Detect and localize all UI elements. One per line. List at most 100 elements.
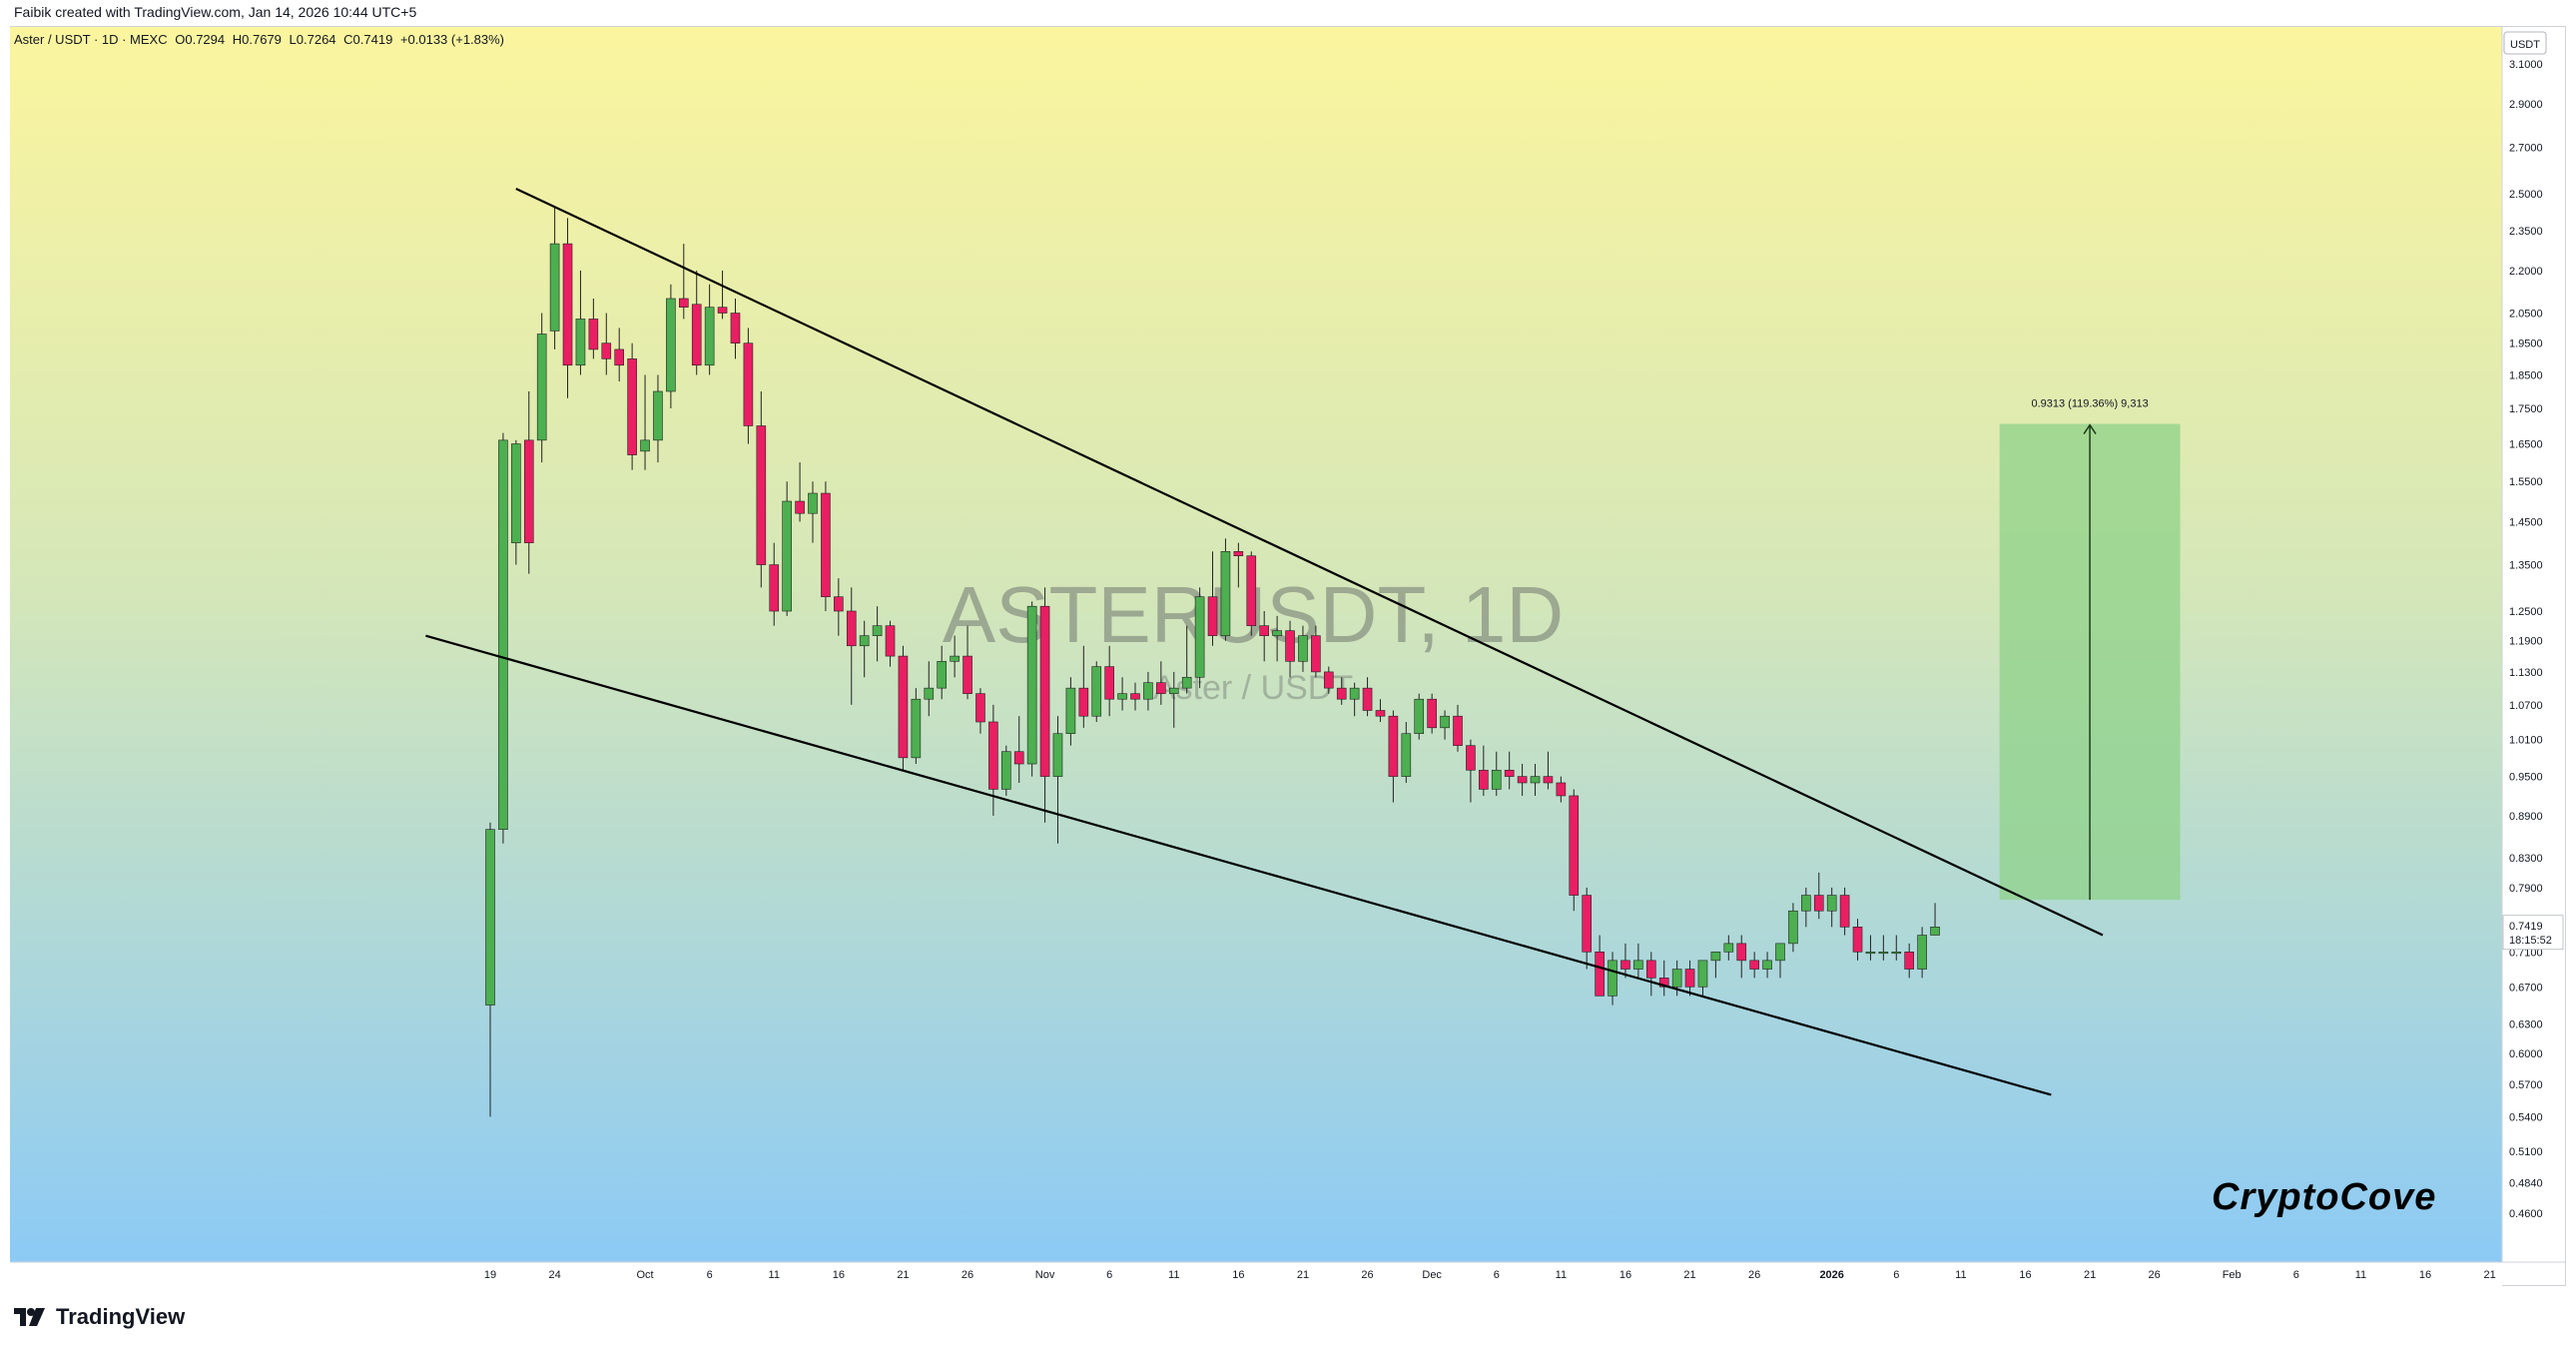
candle: [963, 625, 972, 700]
candle: [1375, 699, 1386, 722]
price-chart[interactable]: ASTERUSDT, 1D Aster / USDT 0.9313 (119.3…: [0, 0, 2576, 1298]
candle: [627, 342, 637, 470]
price-tick-label: 1.9500: [2509, 338, 2543, 350]
candle: [1891, 935, 1902, 961]
candle: [1904, 943, 1914, 979]
ohlc-low: L0.7264: [289, 32, 336, 47]
candle: [614, 328, 625, 382]
candle-body: [523, 439, 534, 543]
ohlc-close: C0.7419: [343, 32, 393, 47]
candle-body: [1788, 910, 1798, 945]
candle-body: [1117, 693, 1127, 700]
candle: [1052, 716, 1063, 844]
symbol-pair[interactable]: Aster / USDT · 1D · MEXC: [14, 32, 168, 47]
candle: [1440, 710, 1450, 740]
candle-body: [834, 596, 844, 612]
time-tick-label: 24: [548, 1269, 560, 1281]
price-tick-label: 0.5400: [2509, 1111, 2543, 1123]
candle: [911, 688, 922, 765]
price-axis[interactable]: USDT 3.1000 2.9000 2.7000 2.5000 2.3500 2.2000…: [2501, 27, 2565, 1262]
candle: [1414, 693, 1425, 740]
created-by-header: Faibik created with TradingView.com, Jan…: [14, 4, 417, 20]
candle: [1865, 935, 1876, 961]
time-axis[interactable]: 19 24 Oct 6 11 16 21 26 Nov 6 11 16 21 26 Dec 6 11 16 21 26…: [10, 1261, 2565, 1286]
candle-body: [1852, 927, 1863, 953]
candle: [1749, 952, 1759, 979]
candle-body: [898, 655, 909, 759]
candle: [717, 270, 728, 320]
candle: [885, 620, 896, 667]
candle: [756, 390, 767, 588]
candle-body: [1427, 698, 1437, 729]
candle: [950, 635, 960, 678]
candle: [1633, 943, 1643, 979]
candle: [1078, 645, 1089, 728]
candle-body: [1039, 605, 1050, 777]
candle-body: [1220, 551, 1231, 636]
trendline-lower[interactable]: [425, 634, 2052, 1096]
candle: [653, 374, 663, 463]
candle-body: [1930, 927, 1940, 936]
candle: [1233, 542, 1244, 588]
candle-body: [678, 298, 689, 308]
candle-body: [1259, 625, 1269, 636]
time-tick-label: 21: [1683, 1269, 1695, 1281]
candle-body: [769, 564, 780, 612]
candle: [640, 374, 650, 470]
candle: [1556, 776, 1567, 803]
price-tick-label: 2.3500: [2509, 226, 2543, 238]
currency-label: USDT: [2510, 39, 2540, 51]
candle: [834, 578, 844, 636]
time-tick-label: 6: [1494, 1269, 1500, 1281]
tradingview-logo-text: TradingView: [56, 1304, 186, 1329]
candle: [769, 542, 780, 626]
currency-badge[interactable]: USDT: [2503, 31, 2547, 55]
price-tick-label: 1.8500: [2509, 369, 2543, 381]
time-tick-label: Feb: [2223, 1269, 2242, 1281]
candle-body: [1104, 666, 1114, 700]
ohlc-change: +0.0133 (+1.83%): [399, 32, 505, 47]
candle-body: [1839, 895, 1850, 928]
candle: [549, 205, 560, 349]
currency-badge-box[interactable]: [2503, 31, 2547, 55]
trendlines[interactable]: [425, 187, 2104, 1096]
target-box-group[interactable]: 0.9313 (119.36%) 9,313: [1999, 398, 2181, 901]
candle: [1775, 943, 1785, 979]
candle-body: [1311, 635, 1321, 673]
candle: [1530, 764, 1541, 796]
candle-body: [782, 500, 792, 612]
candle-body: [1710, 951, 1721, 962]
time-tick-label: 26: [1748, 1269, 1760, 1281]
candle-body: [1543, 776, 1554, 784]
candle: [782, 481, 792, 616]
time-tick-label: 16: [1232, 1269, 1244, 1281]
candle: [730, 298, 741, 359]
price-tick-label: 1.2500: [2509, 606, 2543, 618]
trendline-upper[interactable]: [515, 187, 2104, 937]
candle-body: [846, 610, 857, 647]
candle: [937, 645, 948, 700]
candle-body: [1285, 630, 1295, 662]
price-tick-label: 0.6700: [2509, 982, 2543, 994]
tradingview-logo-icon: [14, 1308, 45, 1326]
candle: [1168, 671, 1179, 728]
candle-body: [575, 319, 586, 366]
candle: [1117, 677, 1127, 711]
candle-body: [601, 342, 612, 359]
time-tick-label: 16: [1619, 1269, 1631, 1281]
candle-body: [1388, 715, 1399, 777]
candle-body: [1233, 551, 1244, 557]
candle-body: [1878, 951, 1889, 955]
time-tick-label: 26: [1361, 1269, 1373, 1281]
candle: [1000, 745, 1011, 796]
price-tick-label: 2.7000: [2509, 142, 2543, 154]
candle: [1336, 677, 1347, 705]
candle-body: [1646, 960, 1656, 979]
time-tick-label: 11: [1556, 1269, 1567, 1281]
symbol-info: Aster / USDT · 1D · MEXC O0.7294 H0.7679…: [14, 32, 508, 47]
candle-body: [498, 439, 508, 830]
time-tick-label: Dec: [1422, 1269, 1442, 1281]
candle-body: [1723, 943, 1734, 953]
tradingview-footer[interactable]: TradingView: [14, 1302, 185, 1332]
candle: [1930, 903, 1940, 936]
